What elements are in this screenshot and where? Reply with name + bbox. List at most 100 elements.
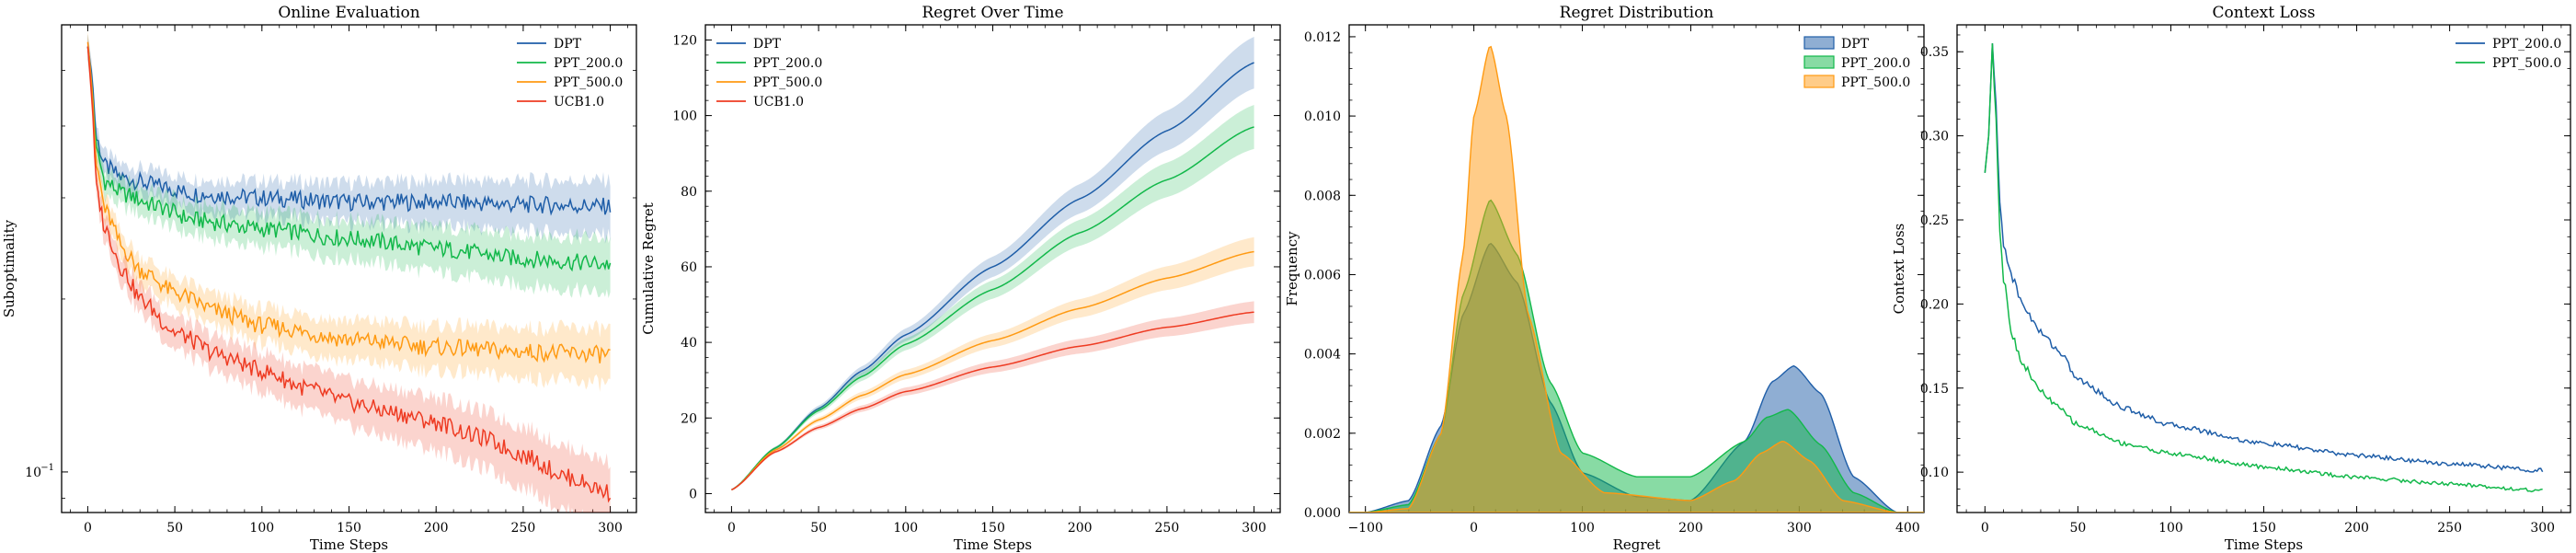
series-line-dpt: [731, 62, 1254, 491]
x-tick-label: 100: [1570, 521, 1595, 536]
series-line-ppt-500-0: [1984, 43, 2543, 493]
y-tick-label: 20: [681, 411, 697, 426]
y-tick-label: 0: [689, 487, 697, 501]
x-tick-label: 150: [980, 521, 1005, 536]
plot-area: [1349, 45, 1924, 513]
legend: DPT PPT_200.0 PPT_500.0: [1803, 36, 1910, 90]
y-tick-label: 60: [681, 260, 697, 275]
x-axis-label: Time Steps: [310, 536, 388, 553]
x-axis-label: Time Steps: [2225, 536, 2303, 553]
legend: DPT PPT_200.0 PPT_500.0 UCB1.0: [517, 37, 623, 109]
x-tick-label: 200: [2344, 521, 2369, 536]
legend-label: PPT_200.0: [554, 56, 623, 71]
series-line-dpt: [86, 46, 612, 216]
x-tick-label: 50: [2069, 521, 2086, 536]
series-line-ppt-500-0: [86, 41, 611, 363]
chart-panel-4: Context Loss Time Steps Context Loss 0 50 100…: [1891, 4, 2571, 553]
confidence-band-ppt-500-0: [731, 236, 1254, 490]
confidence-band-ppt-500-0: [87, 29, 611, 392]
chart-title: Context Loss: [2213, 4, 2316, 22]
y-tick-label: 0.004: [1304, 348, 1341, 363]
x-tick-label: 200: [424, 521, 449, 536]
x-tick-label: 400: [1895, 521, 1920, 536]
chart-panel-1: Online Evaluation Time Steps Suboptimality…: [1, 4, 637, 553]
x-tick-label: 0: [1470, 521, 1478, 536]
confidence-band-ppt-200-0: [731, 105, 1254, 490]
x-tick-label: 0: [1981, 521, 1989, 536]
y-tick-label: 0.002: [1304, 427, 1341, 442]
plot-frame: [61, 24, 637, 513]
x-tick-label: 0: [727, 521, 736, 536]
y-tick-label: 0.000: [1304, 506, 1341, 521]
x-tick-label: 300: [1787, 521, 1812, 536]
legend-label: PPT_200.0: [753, 56, 822, 71]
x-tick-label: 150: [337, 521, 361, 536]
x-tick-label: 300: [2530, 521, 2555, 536]
x-tick-label: 300: [1242, 521, 1266, 536]
x-tick-label: 200: [1068, 521, 1093, 536]
plot-area: [86, 29, 612, 513]
x-tick-label: 100: [2158, 521, 2183, 536]
x-tick-label: 250: [511, 521, 536, 536]
x-tick-label: 0: [84, 521, 92, 536]
confidence-band-dpt: [87, 34, 611, 244]
confidence-band-dpt: [731, 36, 1254, 490]
y-tick-label: 40: [681, 336, 697, 351]
series-line-ppt-200-0: [731, 126, 1254, 491]
series-line-ucb1-0: [731, 311, 1254, 491]
chart-panel-2: Regret Over Time Time Steps Cumulative Reg…: [640, 4, 1281, 553]
series-line-ucb1-0: [86, 46, 612, 503]
x-axis-label: Time Steps: [954, 536, 1032, 553]
y-tick-label: 0.006: [1304, 268, 1341, 282]
legend-swatch: [1803, 36, 1835, 50]
legend-label: PPT_500.0: [2492, 56, 2561, 71]
x-tick-label: 50: [810, 521, 827, 536]
x-tick-label: 50: [166, 521, 183, 536]
y-axis-label: Context Loss: [1891, 224, 1907, 315]
y-tick-label: 0.008: [1304, 189, 1341, 203]
density-area-ppt-500-0: [1349, 45, 1924, 513]
confidence-band-ucb1-0: [87, 34, 611, 513]
x-tick-label: 300: [598, 521, 623, 536]
legend-label: PPT_500.0: [554, 75, 623, 90]
legend-label: PPT_500.0: [1841, 75, 1910, 90]
y-axis-label: Suboptimality: [1, 219, 17, 317]
y-tick-label: 80: [681, 185, 697, 200]
x-axis-label: Regret: [1613, 536, 1661, 553]
confidence-band-ppt-200-0: [87, 34, 611, 299]
y-tick-label: 0.15: [1920, 382, 1949, 397]
legend-label: DPT: [1841, 37, 1870, 52]
legend-label: DPT: [554, 37, 582, 52]
plot-area: [731, 36, 1254, 491]
legend-label: PPT_200.0: [1841, 56, 1910, 71]
legend-label: PPT_500.0: [753, 75, 822, 90]
chart-panel-3: Regret Distribution Regret Frequency −100 0 1…: [1284, 4, 1925, 553]
y-tick-label: 0.35: [1920, 45, 1949, 60]
y-tick-label: 0.30: [1920, 130, 1949, 144]
plot-frame: [1956, 24, 2571, 513]
legend-label: DPT: [753, 37, 782, 52]
confidence-band-ucb1-0: [731, 301, 1254, 490]
x-tick-label: 150: [2251, 521, 2276, 536]
legend-swatch: [1803, 75, 1835, 88]
x-tick-label: 250: [1155, 521, 1180, 536]
y-tick-label: 0.25: [1920, 213, 1949, 228]
legend-label: UCB1.0: [554, 95, 604, 109]
y-tick-label: 0.012: [1304, 30, 1341, 45]
legend-label: PPT_200.0: [2492, 37, 2561, 52]
chart-title: Regret Over Time: [922, 4, 1063, 22]
y-tick-label: 0.20: [1920, 297, 1949, 312]
y-tick-label: 0.010: [1304, 109, 1341, 124]
y-tick-label: 120: [672, 33, 697, 48]
legend-swatch: [1803, 55, 1835, 69]
series-line-ppt-200-0: [1984, 43, 2544, 473]
series-line-ppt-200-0: [86, 46, 612, 272]
plot-area: [1984, 43, 2544, 493]
y-tick-label: 100: [672, 109, 697, 124]
y-tick-label: 10: [25, 466, 41, 480]
legend: PPT_200.0 PPT_500.0: [2456, 37, 2561, 71]
y-tick-label: 0.10: [1920, 466, 1949, 480]
x-tick-label: 100: [893, 521, 918, 536]
chart-title: Regret Distribution: [1560, 4, 1714, 22]
x-tick-label: 200: [1678, 521, 1703, 536]
